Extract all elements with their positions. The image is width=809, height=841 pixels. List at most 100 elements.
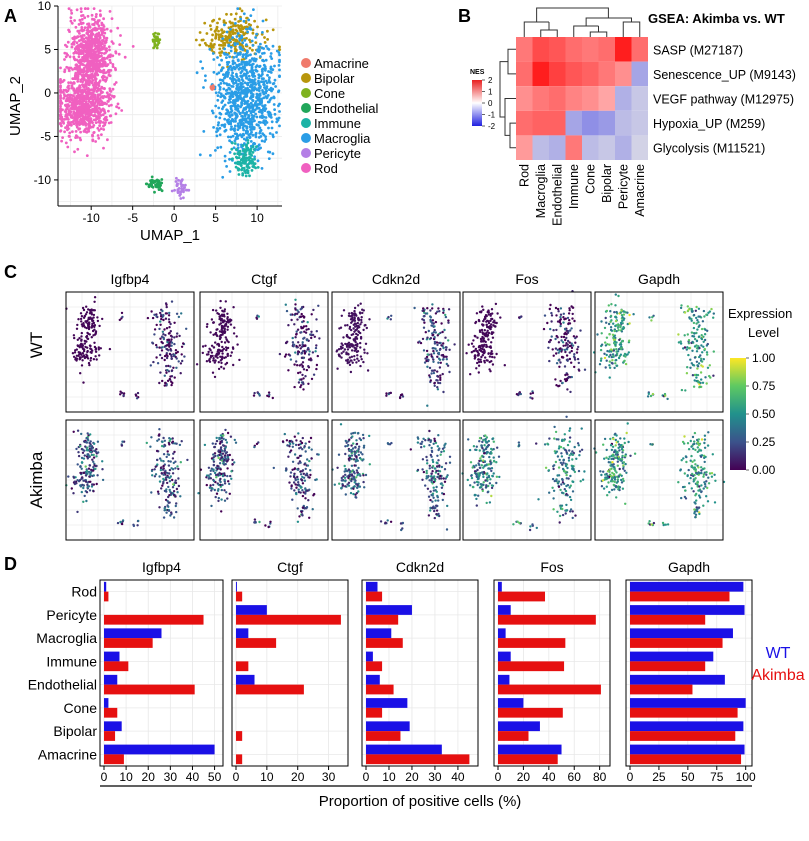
feature-point	[80, 364, 84, 367]
feature-point	[179, 362, 183, 365]
umap-point-rod	[76, 94, 79, 98]
umap-point-macroglia	[263, 65, 267, 68]
umap-point-macroglia	[254, 57, 258, 61]
umap-point-macroglia	[218, 116, 222, 120]
feature-point	[86, 331, 89, 335]
umap-point-macroglia	[254, 112, 257, 116]
umap-point-bipolar	[278, 45, 281, 49]
feature-point	[353, 458, 356, 461]
umap-point-macroglia	[265, 85, 269, 88]
umap-point-macroglia	[255, 92, 259, 96]
umap-point-macroglia	[252, 142, 255, 146]
feature-point	[421, 468, 424, 471]
umap-point-rod	[84, 91, 88, 95]
feature-point	[428, 429, 431, 433]
umap-point-macroglia	[239, 74, 243, 78]
umap-point-rod	[107, 68, 111, 72]
heatmap-row-label: Hypoxia_UP (M259)	[653, 117, 765, 131]
feature-point	[285, 468, 288, 471]
feature-point	[158, 506, 161, 509]
feature-point	[164, 302, 168, 305]
feature-point	[174, 504, 177, 508]
umap-point-macroglia	[232, 103, 236, 107]
feature-point	[93, 333, 97, 336]
umap-point-macroglia	[255, 32, 258, 36]
feature-point	[98, 354, 101, 357]
feature-point	[220, 361, 223, 365]
umap-point-immune	[249, 149, 253, 153]
feature-point	[288, 354, 292, 357]
feature-point	[359, 364, 362, 368]
umap-point-macroglia	[243, 63, 247, 67]
umap-point-macroglia	[239, 81, 243, 85]
feature-point	[294, 308, 297, 311]
heatmap-row-label: Senescence_UP (M9143)	[653, 68, 796, 82]
umap-point-rod	[100, 45, 104, 49]
umap-point-pericyte	[176, 190, 180, 193]
feature-point	[80, 335, 83, 338]
feature-point	[156, 463, 159, 466]
umap-point-rod	[103, 28, 106, 32]
umap-point-rod	[103, 87, 106, 91]
umap-point-macroglia	[269, 113, 273, 117]
feature-point	[96, 319, 100, 323]
heatmap-cell	[549, 135, 566, 160]
umap-point-rod	[85, 43, 89, 46]
feature-point	[304, 375, 307, 378]
feature-point	[165, 511, 168, 514]
feature-point	[178, 334, 181, 338]
feature-point	[204, 344, 207, 347]
umap-point-rod	[101, 108, 105, 112]
feature-point	[168, 352, 172, 356]
feature-point	[219, 359, 222, 362]
umap-point-bipolar	[264, 18, 268, 22]
umap-x-tick-label: -5	[127, 211, 138, 225]
feature-point	[301, 448, 304, 451]
feature-point	[180, 345, 184, 348]
umap-point-rod	[86, 28, 90, 32]
feature-point	[347, 314, 351, 317]
umap-point-macroglia	[255, 64, 259, 68]
umap-point-rod	[118, 43, 122, 46]
feature-point	[283, 432, 286, 436]
umap-point-bipolar	[231, 28, 235, 32]
umap-point-macroglia	[228, 38, 232, 42]
umap-point-rod	[95, 13, 98, 16]
umap-point-rod	[61, 136, 64, 140]
feature-point	[437, 351, 441, 355]
umap-point-rod	[102, 117, 106, 121]
feature-point	[73, 351, 77, 354]
umap-point-bipolar	[231, 21, 234, 25]
umap-point-macroglia	[254, 131, 258, 135]
umap-point-macroglia	[273, 64, 276, 68]
umap-point-rod	[99, 127, 103, 130]
feature-point	[301, 506, 305, 509]
umap-point-rod	[80, 104, 83, 108]
feature-point	[223, 324, 226, 328]
umap-point-macroglia	[239, 95, 242, 99]
feature-point	[215, 492, 219, 495]
umap-point-macroglia	[235, 132, 239, 136]
feature-point	[298, 454, 302, 458]
umap-point-macroglia	[249, 91, 253, 95]
feature-point	[78, 346, 82, 349]
feature-point	[90, 313, 94, 316]
umap-point-rod	[85, 87, 89, 91]
umap-point-rod	[83, 55, 87, 58]
umap-point-rod	[100, 39, 104, 42]
feature-point	[300, 327, 303, 330]
feature-point	[80, 331, 84, 335]
umap-points	[59, 7, 281, 200]
feature-point	[84, 445, 87, 448]
feature-point	[362, 360, 365, 364]
umap-point-macroglia	[264, 135, 267, 139]
heatmap-cell	[549, 61, 566, 87]
heatmap-cell	[598, 110, 615, 136]
umap-point-macroglia	[272, 103, 276, 106]
umap-point-macroglia	[246, 49, 249, 53]
feature-point	[232, 332, 236, 335]
umap-point-rod	[94, 33, 98, 37]
feature-point	[295, 492, 298, 496]
feature-point	[350, 432, 353, 435]
umap-point-macroglia	[251, 82, 255, 86]
